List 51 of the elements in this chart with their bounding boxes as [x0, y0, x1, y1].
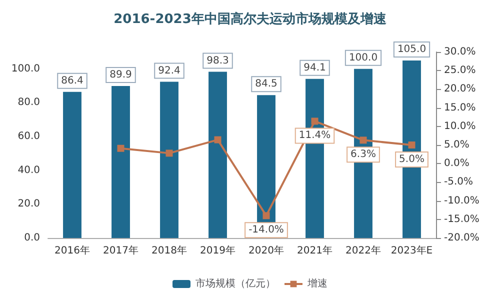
x-tick-label: 2016年	[54, 244, 90, 256]
x-tick-label: 2017年	[103, 244, 138, 256]
point	[117, 144, 124, 152]
data-label: -14.0%	[248, 224, 284, 236]
y-tick-label: 20.0	[18, 198, 40, 210]
data-label: 6.3%	[350, 149, 376, 160]
bar	[63, 92, 82, 238]
y2-tick-label: 30.0%	[444, 46, 476, 58]
point	[311, 118, 318, 125]
bar	[112, 86, 130, 238]
x-tick-label: 2021年	[297, 244, 332, 256]
data-label: 11.4%	[298, 130, 331, 142]
x-tick-label: 2019年	[200, 244, 236, 256]
y2-tick-label: 0.0%	[444, 158, 470, 170]
data-label: 86.4	[61, 75, 84, 86]
y-tick-label: 80.0	[18, 97, 40, 108]
y-tick-label: 0.0	[24, 232, 40, 244]
data-label: 98.3	[206, 55, 229, 66]
y-tick-label: 60.0	[18, 131, 40, 142]
y2-tick-label: 10.0%	[444, 120, 476, 132]
x-tick-label: 2020年	[248, 244, 284, 256]
point	[408, 142, 416, 148]
legend-label: 增速	[306, 278, 328, 290]
y2-tick-label: 20.0%	[444, 84, 476, 95]
chart-title: 2016-2023年中国高尔夫运动市场规模及增速	[114, 11, 388, 27]
y2-tick-label: 15.0%	[444, 102, 476, 114]
y2-tick-label: 25.0%	[444, 65, 476, 76]
point	[214, 136, 222, 144]
y2-tick-label: -5.0%	[444, 176, 474, 188]
bar	[208, 72, 227, 238]
x-tick-label: 2023年E	[390, 244, 433, 256]
y2-tick-label: -15.0%	[444, 214, 480, 225]
point	[262, 212, 270, 220]
data-label: 100.0	[348, 52, 378, 64]
y2-tick-label: 5.0%	[444, 140, 470, 150]
y2-tick-label: -20.0%	[444, 232, 480, 244]
y2-tick-label: -10.0%	[444, 195, 480, 206]
data-label: 84.5	[255, 78, 278, 90]
legend-label: 市场规模（亿元）	[196, 278, 276, 290]
data-label: 105.0	[397, 44, 426, 55]
data-label: 92.4	[158, 65, 180, 76]
data-label: 89.9	[110, 69, 132, 80]
x-tick-label: 2018年	[152, 244, 187, 256]
bar	[160, 82, 178, 238]
y-tick-label: 100.0	[11, 63, 40, 74]
data-label: 5.0%	[399, 154, 424, 165]
x-tick-label: 2022年	[346, 244, 381, 256]
data-label: 94.1	[304, 62, 326, 74]
point	[360, 136, 367, 144]
point	[166, 150, 173, 157]
y-tick-label: 40.0	[18, 164, 40, 176]
